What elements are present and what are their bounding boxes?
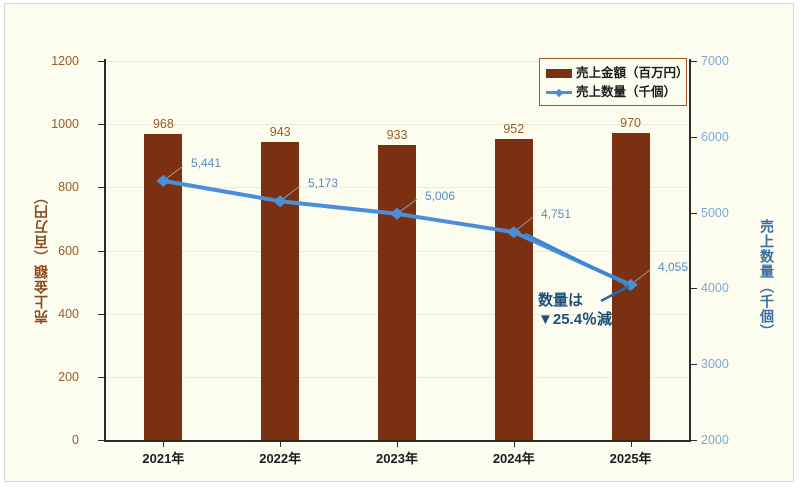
bar-2024[interactable] <box>494 139 533 440</box>
bar-value-label: 952 <box>503 122 525 137</box>
left-axis-tick-label: 200 <box>58 369 79 384</box>
legend-item-sales-amount[interactable]: 売上金額（百万円） <box>546 64 689 83</box>
left-axis-tick-label: 1200 <box>51 54 79 68</box>
left-axis-tick <box>98 376 104 378</box>
bar-2022[interactable] <box>261 142 300 440</box>
right-axis-tick <box>691 440 697 441</box>
line-value-label: 5,006 <box>425 189 456 203</box>
line-value-label: 5,441 <box>191 156 222 170</box>
bottom-axis-tick <box>513 442 515 447</box>
left-axis-tick <box>98 313 104 315</box>
bar-value-label: 968 <box>152 117 174 132</box>
right-axis-title: 売上数量（千個） <box>759 219 775 339</box>
x-axis-label-2025: 2025年 <box>609 451 652 466</box>
x-axis-label-2024: 2024年 <box>492 451 535 466</box>
left-axis-tick <box>98 61 104 62</box>
gridline <box>105 124 689 126</box>
bar-value-label: 933 <box>386 128 408 143</box>
x-axis-label-2023: 2023年 <box>376 451 418 466</box>
left-axis-title: 売上金額（百万円） <box>33 189 49 324</box>
left-axis-line <box>104 59 106 442</box>
left-axis-tick <box>98 124 104 126</box>
right-axis-tick <box>691 136 697 138</box>
bottom-axis-line <box>104 440 691 442</box>
bar-2025[interactable] <box>611 133 650 440</box>
chart-frame: 1200 1000 800 600 400 200 0 7000 6000 50… <box>4 3 794 482</box>
right-axis-tick-label: 7000 <box>701 54 729 68</box>
gridline <box>105 61 689 62</box>
right-axis-tick-label: 3000 <box>701 357 729 372</box>
left-axis-tick <box>98 440 104 441</box>
bar-2021[interactable] <box>144 134 183 440</box>
left-axis-tick-label: 800 <box>58 180 79 195</box>
bar-swatch-icon <box>546 69 572 78</box>
legend-item-label: 売上数量（千個） <box>576 85 677 100</box>
right-axis-tick-label: 4000 <box>701 281 729 296</box>
line-value-label: 4,751 <box>541 207 572 221</box>
right-axis-tick <box>691 61 697 62</box>
right-axis-tick <box>691 288 697 290</box>
left-axis-tick-label: 1000 <box>51 117 79 132</box>
right-axis-tick <box>691 212 697 214</box>
right-axis-line <box>689 59 691 442</box>
right-axis-tick <box>691 364 697 366</box>
bar-2023[interactable] <box>378 145 416 440</box>
left-axis-tick-label: 600 <box>58 243 79 258</box>
bottom-axis-tick <box>163 442 165 447</box>
annotation-line-1: 数量は <box>538 292 584 309</box>
chart-legend[interactable]: 売上金額（百万円） 売上数量（千個） <box>539 58 689 106</box>
right-axis-tick-label: 2000 <box>701 433 729 447</box>
bar-value-label: 943 <box>269 125 291 140</box>
legend-item-sales-quantity[interactable]: 売上数量（千個） <box>546 83 680 102</box>
bottom-axis-tick <box>397 442 398 447</box>
chart-annotation: 数量は ▼25.4％減 <box>538 292 612 330</box>
left-axis-tick-label: 400 <box>58 306 79 321</box>
bottom-axis-tick <box>630 442 632 447</box>
line-value-label: 4,055 <box>658 260 689 274</box>
annotation-line-2: ▼25.4％減 <box>538 310 613 328</box>
line-value-label: 5,173 <box>308 176 339 190</box>
right-axis-tick-label: 5000 <box>701 205 729 220</box>
line-marker-swatch-icon <box>546 88 572 97</box>
x-axis-label-2022: 2022年 <box>259 451 302 466</box>
left-axis-tick-label: 0 <box>72 433 79 447</box>
left-axis-tick <box>98 250 104 252</box>
legend-item-label: 売上金額（百万円） <box>576 66 689 81</box>
left-axis-tick <box>98 187 104 189</box>
x-axis-label-2021: 2021年 <box>142 451 185 466</box>
bottom-axis-tick <box>280 442 282 447</box>
bar-value-label: 970 <box>620 116 642 131</box>
right-axis-tick-label: 6000 <box>701 129 729 144</box>
